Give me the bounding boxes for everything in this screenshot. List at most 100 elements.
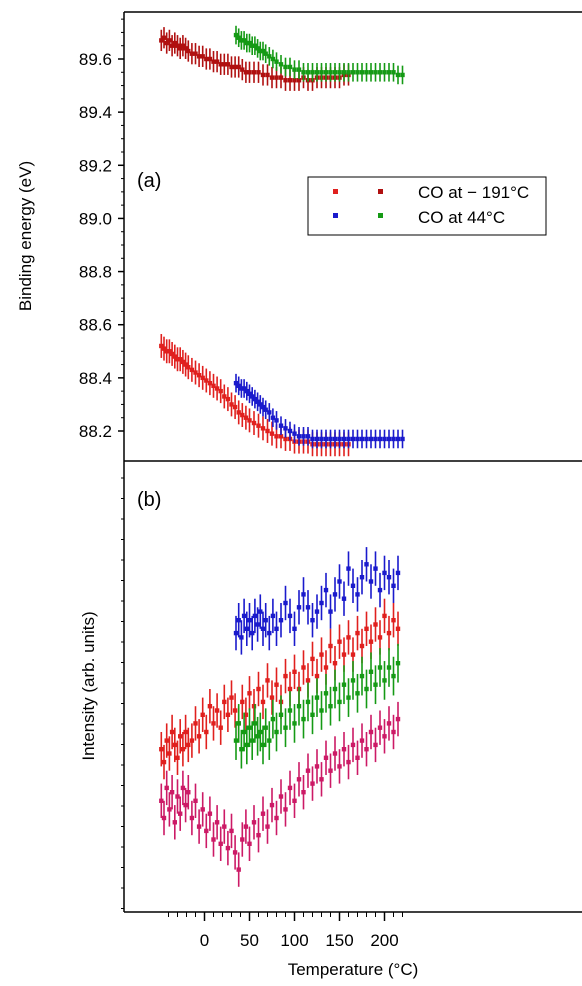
panel-a-series-0-point-32 xyxy=(269,75,275,80)
panel-b-series-0-point-38 xyxy=(382,570,387,576)
panel-b-series-3-point-34 xyxy=(278,794,284,799)
panel-b-y-axis-label: Intensity (arb. units) xyxy=(79,611,98,760)
panel-a-series-1-point-25 xyxy=(323,70,329,75)
panel-b-series-1-point-29 xyxy=(256,686,261,692)
panel-b-series-2-point-30 xyxy=(346,695,351,700)
panel-b-series-0-point-8 xyxy=(255,622,260,627)
panel-b-plot-area xyxy=(159,547,401,887)
panel-b-series-0-point-37 xyxy=(377,587,383,593)
panel-b-series-1-point-55 xyxy=(373,622,378,627)
panel-b-series-1-point-7 xyxy=(178,734,183,739)
panel-b-series-1-point-47 xyxy=(337,639,342,644)
panel-b-series-2-point-2 xyxy=(239,747,244,752)
panel-a-series-2-point-27 xyxy=(247,418,252,423)
panel-a-series-3-point-13 xyxy=(270,415,276,420)
panel-a-y-ticks: 88.2 88.4 88.6 88.8 89.0 89.2 89.4 89.6 xyxy=(79,18,124,909)
panel-b-series-3-point-30 xyxy=(260,811,266,816)
panel-b-series-2-point-31 xyxy=(350,678,356,683)
panel-a-series-2-point-0 xyxy=(159,343,164,349)
panel-a-series-2-point-14 xyxy=(200,375,205,381)
panel-b-series-3-point-56 xyxy=(377,725,383,730)
xtick-label-2: 100 xyxy=(280,931,308,950)
panel-a-series-2-point-22 xyxy=(229,402,234,407)
panel-a-series-0-point-34 xyxy=(278,75,284,80)
panel-b-series-2-point-25 xyxy=(323,691,329,696)
panel-a-series-2-point-17 xyxy=(211,383,216,389)
panel-a-series-3-point-19 xyxy=(296,434,302,439)
panel-a-series-0-point-21 xyxy=(225,62,231,67)
panel-b-series-2-point-41 xyxy=(395,661,401,666)
panel-b-series-3-point-53 xyxy=(364,747,369,752)
panel-a-series-2-point-35 xyxy=(283,436,288,442)
panel-b-series-0-point-4 xyxy=(244,626,249,631)
panel-a-series-1-point-4 xyxy=(244,40,249,46)
panel-b-series-0-point-40 xyxy=(391,583,396,588)
panel-a-series-0-point-23 xyxy=(232,64,238,70)
panel-a-series-3-point-9 xyxy=(258,402,263,407)
panel-b-series-1-point-4 xyxy=(169,729,175,735)
panel-b-series-2-point-27 xyxy=(332,686,338,692)
panel-b-series-2-point-39 xyxy=(386,665,392,670)
panel-b-series-2-point-37 xyxy=(377,665,383,670)
panel-b-series-1-point-26 xyxy=(243,712,249,717)
panel-b-series-1-point-27 xyxy=(247,691,252,696)
panel-b-series-2-point-6 xyxy=(250,738,255,743)
panel-b-series-2-point-18 xyxy=(292,721,297,726)
panel-a-series-3-point-12 xyxy=(267,410,272,415)
panel-b-series-0-point-22 xyxy=(310,618,315,623)
panel-b-series-2-point-24 xyxy=(319,708,324,713)
panel-a-series-1-point-3 xyxy=(241,38,247,43)
panel-a-series-0-point-33 xyxy=(274,75,279,80)
panel-a-series-0-point-17 xyxy=(211,59,216,64)
panel-a-series-3-point-31 xyxy=(350,436,356,442)
panel-a-series-0-point-2 xyxy=(164,40,169,46)
panel-a-series-2-point-21 xyxy=(225,396,231,402)
panel-a-series-1-point-41 xyxy=(395,72,401,78)
panel-a-series-1-point-42 xyxy=(400,72,405,78)
panel-b-series-0-point-14 xyxy=(274,626,279,631)
panel-b-series-1-point-18 xyxy=(214,708,220,713)
panel-b-series-1-point-14 xyxy=(200,712,205,717)
panel-b-series-1-point-59 xyxy=(391,618,396,623)
panel-b-series-0-point-18 xyxy=(292,626,297,631)
panel-a-series-0-point-9 xyxy=(183,46,188,51)
panel-a-series-1-point-12 xyxy=(267,54,272,59)
panel-b-series-1-point-0 xyxy=(159,747,164,752)
panel-b-series-1-point-9 xyxy=(183,729,188,735)
panel-b-series-3-point-17 xyxy=(211,837,216,842)
legend-swatch-green xyxy=(378,213,383,218)
panel-b-series-3-point-33 xyxy=(274,815,279,821)
panel-a-series-1-point-38 xyxy=(382,70,387,75)
panel-a-series-2-point-6 xyxy=(175,357,180,362)
panel-a-ytick-label-6: 89.4 xyxy=(79,103,112,122)
panel-a-series-1-point-34 xyxy=(364,70,369,75)
panel-b-series-2-point-26 xyxy=(328,704,333,709)
panel-a-series-1-point-11 xyxy=(263,51,268,56)
panel-b-series-1-point-56 xyxy=(377,635,383,640)
panel-b-series-2-point-21 xyxy=(305,699,311,705)
panel-a-ytick-label-4: 89.0 xyxy=(79,209,112,228)
panel-b-series-2-point-12 xyxy=(267,738,272,743)
panel-a-series-3-point-4 xyxy=(244,388,249,394)
panel-a-series-3-point-25 xyxy=(323,436,329,442)
panel-b-series-2-point-29 xyxy=(341,682,347,687)
panel-b-series-1-point-20 xyxy=(222,699,227,705)
panel-b-series-3-point-41 xyxy=(310,781,315,786)
panel-b-series-2-point-38 xyxy=(382,678,387,683)
panel-b-series-2-point-16 xyxy=(283,725,288,730)
x-axis-ticks: 0 50 100 150 200 xyxy=(168,912,403,950)
panel-a-series-2-point-23 xyxy=(232,404,238,410)
panel-b-series-3-point-9 xyxy=(183,802,188,808)
panel-a-series-3-point-22 xyxy=(310,436,315,442)
legend-swatch-blue xyxy=(333,213,338,218)
panel-a-series-0-point-28 xyxy=(251,70,257,75)
panel-a-series-3-point-38 xyxy=(382,436,387,442)
panel-b-series-1-point-12 xyxy=(193,721,198,726)
panel-b-series-2-point-28 xyxy=(337,699,342,705)
panel-a-series-2-point-12 xyxy=(193,370,198,375)
panel-b-series-3-point-55 xyxy=(373,742,378,748)
panel-a-series-2-point-32 xyxy=(269,431,275,436)
panel-b-series-1-point-33 xyxy=(274,682,279,687)
panel-b-series-3-point-13 xyxy=(196,824,202,829)
